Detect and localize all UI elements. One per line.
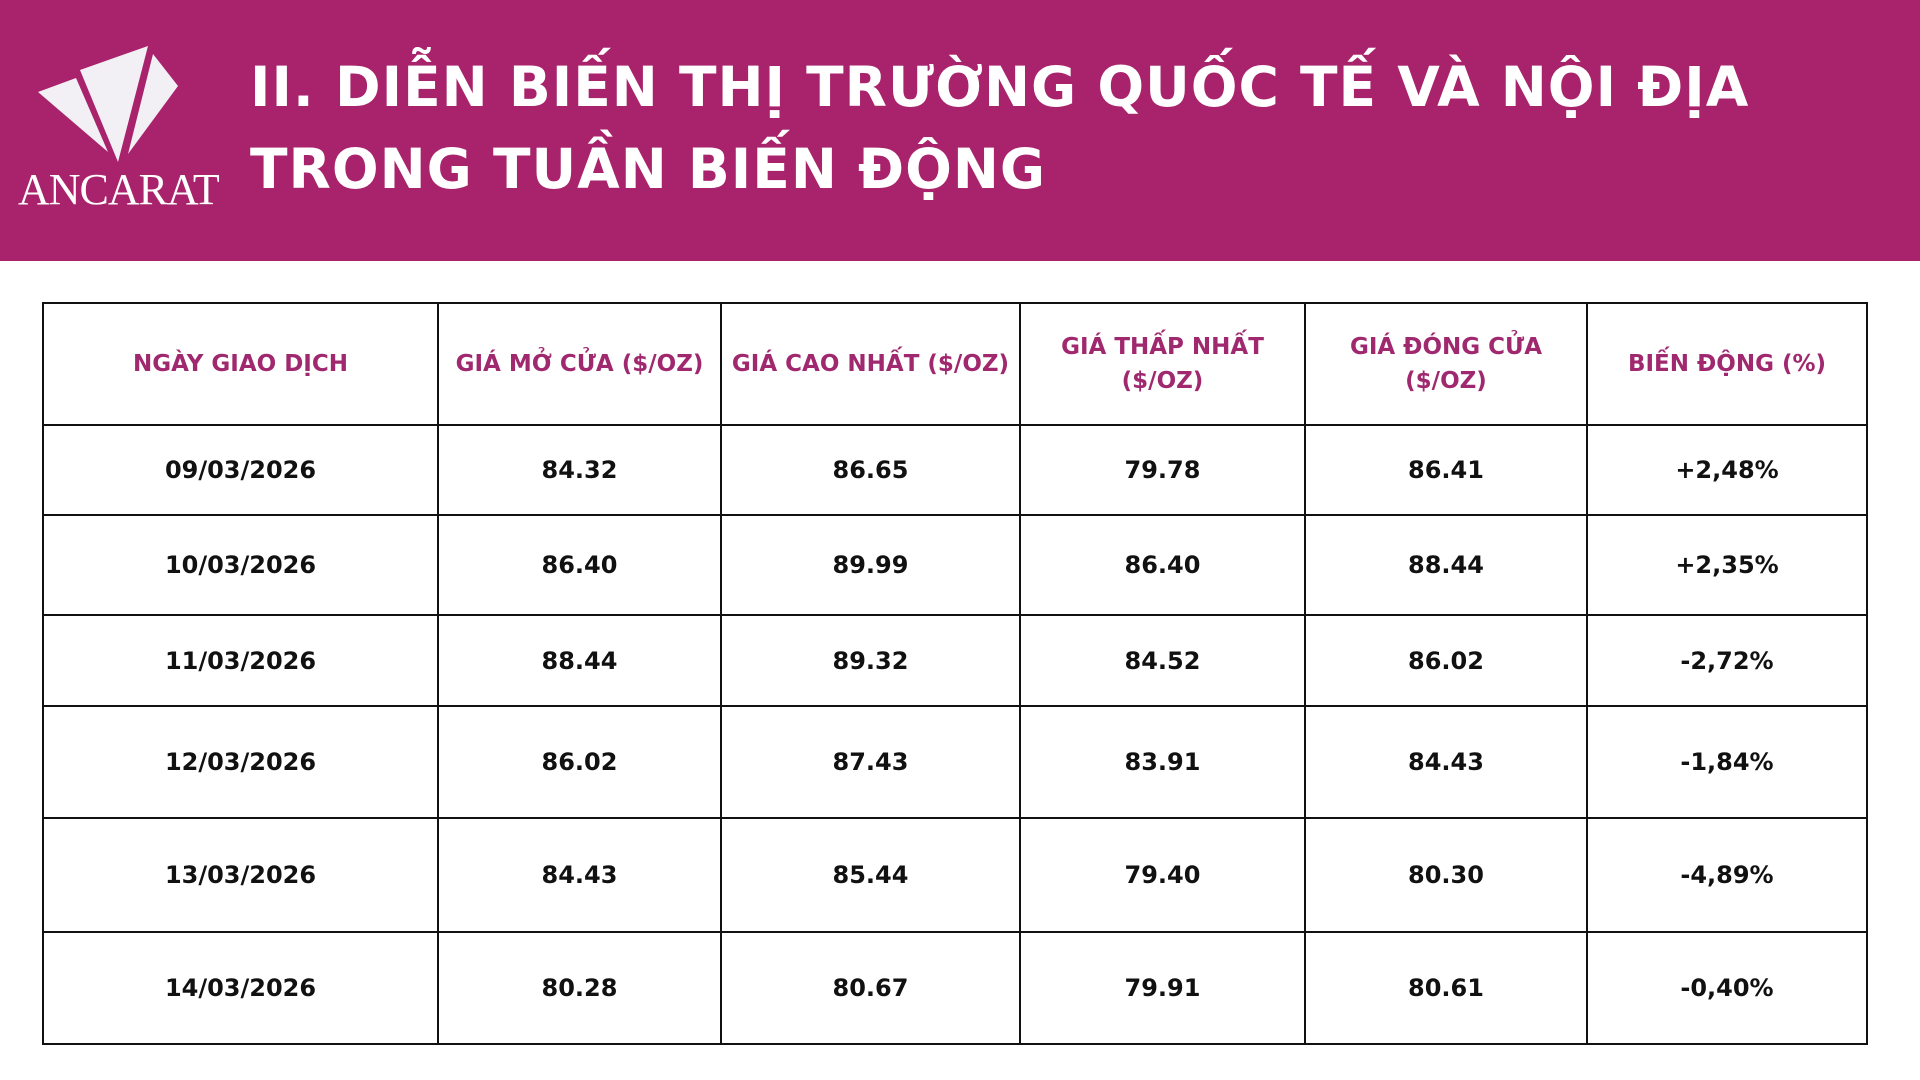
column-header-low: GIÁ THẤP NHẤT ($/OZ) [1019, 302, 1306, 426]
column-header-open: GIÁ MỞ CỬA ($/OZ) [437, 302, 722, 426]
column-header-high: GIÁ CAO NHẤT ($/OZ) [720, 302, 1021, 426]
title-line-2: TRONG TUẦN BIẾN ĐỘNG [250, 137, 1047, 201]
cell-open: 86.40 [437, 514, 722, 616]
cell-low: 79.40 [1019, 817, 1306, 933]
cell-high: 89.32 [720, 614, 1021, 707]
cell-change: +2,35% [1586, 514, 1868, 616]
cell-high: 85.44 [720, 817, 1021, 933]
column-header-close: GIÁ ĐÓNG CỬA ($/OZ) [1304, 302, 1588, 426]
cell-date: 11/03/2026 [42, 614, 439, 707]
column-header-change: BIẾN ĐỘNG (%) [1586, 302, 1868, 426]
diamond-logo-icon [38, 46, 178, 162]
cell-open: 84.32 [437, 424, 722, 516]
logo-text: ANCARAT [18, 165, 220, 214]
cell-change: -0,40% [1586, 931, 1868, 1045]
cell-date: 12/03/2026 [42, 705, 439, 819]
cell-change: +2,48% [1586, 424, 1868, 516]
cell-change: -4,89% [1586, 817, 1868, 933]
cell-close: 88.44 [1304, 514, 1588, 616]
cell-change: -1,84% [1586, 705, 1868, 819]
cell-close: 84.43 [1304, 705, 1588, 819]
cell-close: 80.61 [1304, 931, 1588, 1045]
table-body: 09/03/2026 84.32 86.65 79.78 86.41 +2,48% 10/0… [42, 424, 1868, 1045]
column-header-date: NGÀY GIAO DỊCH [42, 302, 439, 426]
table-row: 10/03/2026 86.40 89.99 86.40 88.44 +2,35% [42, 514, 1868, 616]
table-row: 09/03/2026 84.32 86.65 79.78 86.41 +2,48% [42, 424, 1868, 516]
cell-low: 83.91 [1019, 705, 1306, 819]
cell-high: 80.67 [720, 931, 1021, 1045]
ancarat-logo: ANCARAT [18, 42, 220, 214]
cell-date: 13/03/2026 [42, 817, 439, 933]
table-row: 11/03/2026 88.44 89.32 84.52 86.02 -2,72% [42, 614, 1868, 707]
cell-open: 80.28 [437, 931, 722, 1045]
cell-low: 84.52 [1019, 614, 1306, 707]
cell-high: 87.43 [720, 705, 1021, 819]
title-line-1: II. DIỄN BIẾN THỊ TRƯỜNG QUỐC TẾ VÀ NỘI … [250, 55, 1750, 119]
table-row: 12/03/2026 86.02 87.43 83.91 84.43 -1,84% [42, 705, 1868, 819]
table-row: 14/03/2026 80.28 80.67 79.91 80.61 -0,40% [42, 931, 1868, 1045]
cell-close: 80.30 [1304, 817, 1588, 933]
cell-low: 79.78 [1019, 424, 1306, 516]
table-row: 13/03/2026 84.43 85.44 79.40 80.30 -4,89% [42, 817, 1868, 933]
cell-change: -2,72% [1586, 614, 1868, 707]
cell-high: 89.99 [720, 514, 1021, 616]
cell-date: 10/03/2026 [42, 514, 439, 616]
cell-close: 86.02 [1304, 614, 1588, 707]
header-banner: ANCARAT II. DIỄN BIẾN THỊ TRƯỜNG QUỐC TẾ… [0, 0, 1920, 261]
price-table: NGÀY GIAO DỊCH GIÁ MỞ CỬA ($/OZ) GIÁ CAO N… [42, 302, 1868, 1045]
table-header-row: NGÀY GIAO DỊCH GIÁ MỞ CỬA ($/OZ) GIÁ CAO N… [42, 302, 1868, 426]
cell-low: 86.40 [1019, 514, 1306, 616]
cell-date: 14/03/2026 [42, 931, 439, 1045]
page-title: II. DIỄN BIẾN THỊ TRƯỜNG QUỐC TẾ VÀ NỘI … [250, 46, 1749, 210]
cell-close: 86.41 [1304, 424, 1588, 516]
cell-high: 86.65 [720, 424, 1021, 516]
cell-low: 79.91 [1019, 931, 1306, 1045]
cell-open: 84.43 [437, 817, 722, 933]
cell-open: 88.44 [437, 614, 722, 707]
cell-date: 09/03/2026 [42, 424, 439, 516]
cell-open: 86.02 [437, 705, 722, 819]
